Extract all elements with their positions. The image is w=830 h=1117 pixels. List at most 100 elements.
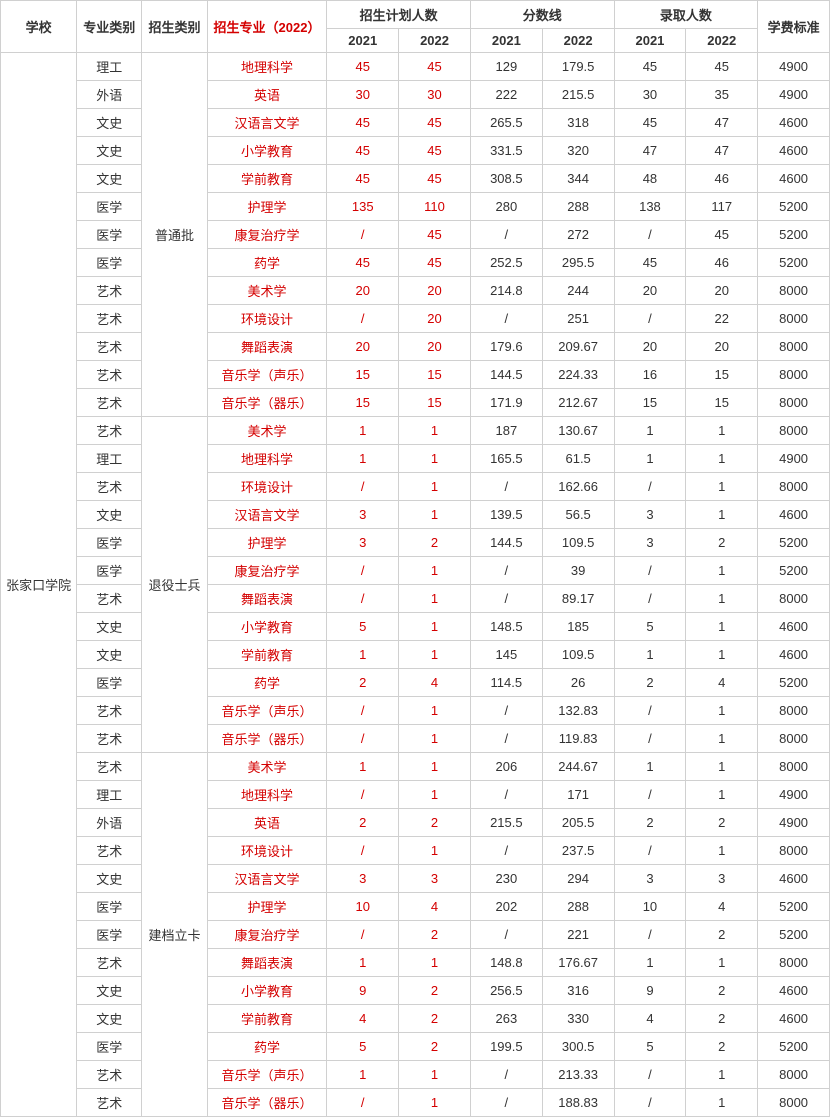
plan-2021-cell: 4: [327, 1005, 399, 1033]
plan-2022-cell: 1: [399, 697, 471, 725]
plan-2022-cell: 4: [399, 669, 471, 697]
score-2022-cell: 132.83: [542, 697, 614, 725]
tuition-cell: 8000: [758, 361, 830, 389]
category-cell: 艺术: [77, 389, 142, 417]
score-2021-cell: 280: [470, 193, 542, 221]
table-row: 文史学前教育4545308.534448464600: [1, 165, 830, 193]
plan-2021-cell: 20: [327, 333, 399, 361]
tuition-cell: 5200: [758, 669, 830, 697]
table-row: 艺术建档立卡美术学11206244.67118000: [1, 753, 830, 781]
table-row: 艺术环境设计/1/162.66/18000: [1, 473, 830, 501]
admitted-2022-cell: 1: [686, 781, 758, 809]
score-2021-cell: 215.5: [470, 809, 542, 837]
major-cell: 美术学: [207, 277, 327, 305]
plan-2021-cell: /: [327, 837, 399, 865]
score-2021-cell: /: [470, 585, 542, 613]
admitted-2021-cell: /: [614, 473, 686, 501]
major-cell: 护理学: [207, 193, 327, 221]
admitted-2022-cell: 22: [686, 305, 758, 333]
category-cell: 文史: [77, 641, 142, 669]
plan-2021-cell: 1: [327, 445, 399, 473]
admitted-2022-cell: 15: [686, 389, 758, 417]
plan-2021-cell: 9: [327, 977, 399, 1005]
table-row: 艺术音乐学（声乐）1515144.5224.3316158000: [1, 361, 830, 389]
admitted-2022-cell: 45: [686, 221, 758, 249]
tuition-cell: 4900: [758, 781, 830, 809]
adm-type-cell: 退役士兵: [142, 417, 207, 753]
score-2021-cell: 179.6: [470, 333, 542, 361]
category-cell: 艺术: [77, 1089, 142, 1117]
major-cell: 环境设计: [207, 305, 327, 333]
plan-2021-cell: 20: [327, 277, 399, 305]
score-2022-cell: 237.5: [542, 837, 614, 865]
plan-2022-cell: 15: [399, 361, 471, 389]
adm-type-cell: 普通批: [142, 53, 207, 417]
tuition-cell: 8000: [758, 305, 830, 333]
plan-2021-cell: 5: [327, 613, 399, 641]
plan-2022-cell: 2: [399, 1005, 471, 1033]
plan-2021-cell: 45: [327, 137, 399, 165]
tuition-cell: 8000: [758, 585, 830, 613]
category-cell: 艺术: [77, 417, 142, 445]
score-2022-cell: 300.5: [542, 1033, 614, 1061]
score-2022-cell: 205.5: [542, 809, 614, 837]
admitted-2022-cell: 35: [686, 81, 758, 109]
admitted-2022-cell: 1: [686, 725, 758, 753]
admitted-2022-cell: 2: [686, 1005, 758, 1033]
table-body: 张家口学院理工普通批地理科学4545129179.545454900外语英语30…: [1, 53, 830, 1117]
tuition-cell: 4900: [758, 53, 830, 81]
admitted-2022-cell: 47: [686, 109, 758, 137]
admitted-2022-cell: 1: [686, 585, 758, 613]
category-cell: 外语: [77, 809, 142, 837]
plan-2021-cell: /: [327, 473, 399, 501]
tuition-cell: 5200: [758, 249, 830, 277]
major-cell: 学前教育: [207, 1005, 327, 1033]
admitted-2021-cell: 5: [614, 613, 686, 641]
score-2022-cell: 318: [542, 109, 614, 137]
score-2022-cell: 224.33: [542, 361, 614, 389]
score-2022-cell: 244.67: [542, 753, 614, 781]
category-cell: 艺术: [77, 697, 142, 725]
major-cell: 英语: [207, 81, 327, 109]
col-score-2021: 2021: [470, 29, 542, 53]
col-adm-type: 招生类别: [142, 1, 207, 53]
admitted-2021-cell: 2: [614, 809, 686, 837]
table-row: 理工地理科学11165.561.5114900: [1, 445, 830, 473]
major-cell: 地理科学: [207, 53, 327, 81]
table-row: 艺术音乐学（器乐）/1/188.83/18000: [1, 1089, 830, 1117]
admitted-2022-cell: 46: [686, 165, 758, 193]
score-2021-cell: 206: [470, 753, 542, 781]
table-row: 医学康复治疗学/45/272/455200: [1, 221, 830, 249]
col-school: 学校: [1, 1, 77, 53]
plan-2022-cell: 20: [399, 333, 471, 361]
score-2021-cell: 148.8: [470, 949, 542, 977]
col-admitted: 录取人数: [614, 1, 758, 29]
admitted-2021-cell: 1: [614, 417, 686, 445]
table-row: 医学药学24114.526245200: [1, 669, 830, 697]
major-cell: 汉语言文学: [207, 865, 327, 893]
table-row: 艺术音乐学（声乐）11/213.33/18000: [1, 1061, 830, 1089]
category-cell: 医学: [77, 193, 142, 221]
plan-2022-cell: 1: [399, 837, 471, 865]
admitted-2022-cell: 2: [686, 977, 758, 1005]
table-row: 医学护理学1351102802881381175200: [1, 193, 830, 221]
plan-2021-cell: /: [327, 725, 399, 753]
category-cell: 艺术: [77, 333, 142, 361]
admitted-2021-cell: 3: [614, 501, 686, 529]
category-cell: 文史: [77, 977, 142, 1005]
major-cell: 康复治疗学: [207, 921, 327, 949]
score-2022-cell: 244: [542, 277, 614, 305]
score-2021-cell: /: [470, 305, 542, 333]
tuition-cell: 8000: [758, 725, 830, 753]
score-2022-cell: 61.5: [542, 445, 614, 473]
admitted-2021-cell: /: [614, 697, 686, 725]
plan-2021-cell: /: [327, 221, 399, 249]
score-2022-cell: 215.5: [542, 81, 614, 109]
admitted-2022-cell: 1: [686, 417, 758, 445]
score-2022-cell: 171: [542, 781, 614, 809]
admitted-2022-cell: 1: [686, 613, 758, 641]
major-cell: 美术学: [207, 417, 327, 445]
major-cell: 地理科学: [207, 445, 327, 473]
admissions-table: 学校 专业类别 招生类别 招生专业（2022） 招生计划人数 分数线 录取人数 …: [0, 0, 830, 1117]
score-2022-cell: 288: [542, 193, 614, 221]
